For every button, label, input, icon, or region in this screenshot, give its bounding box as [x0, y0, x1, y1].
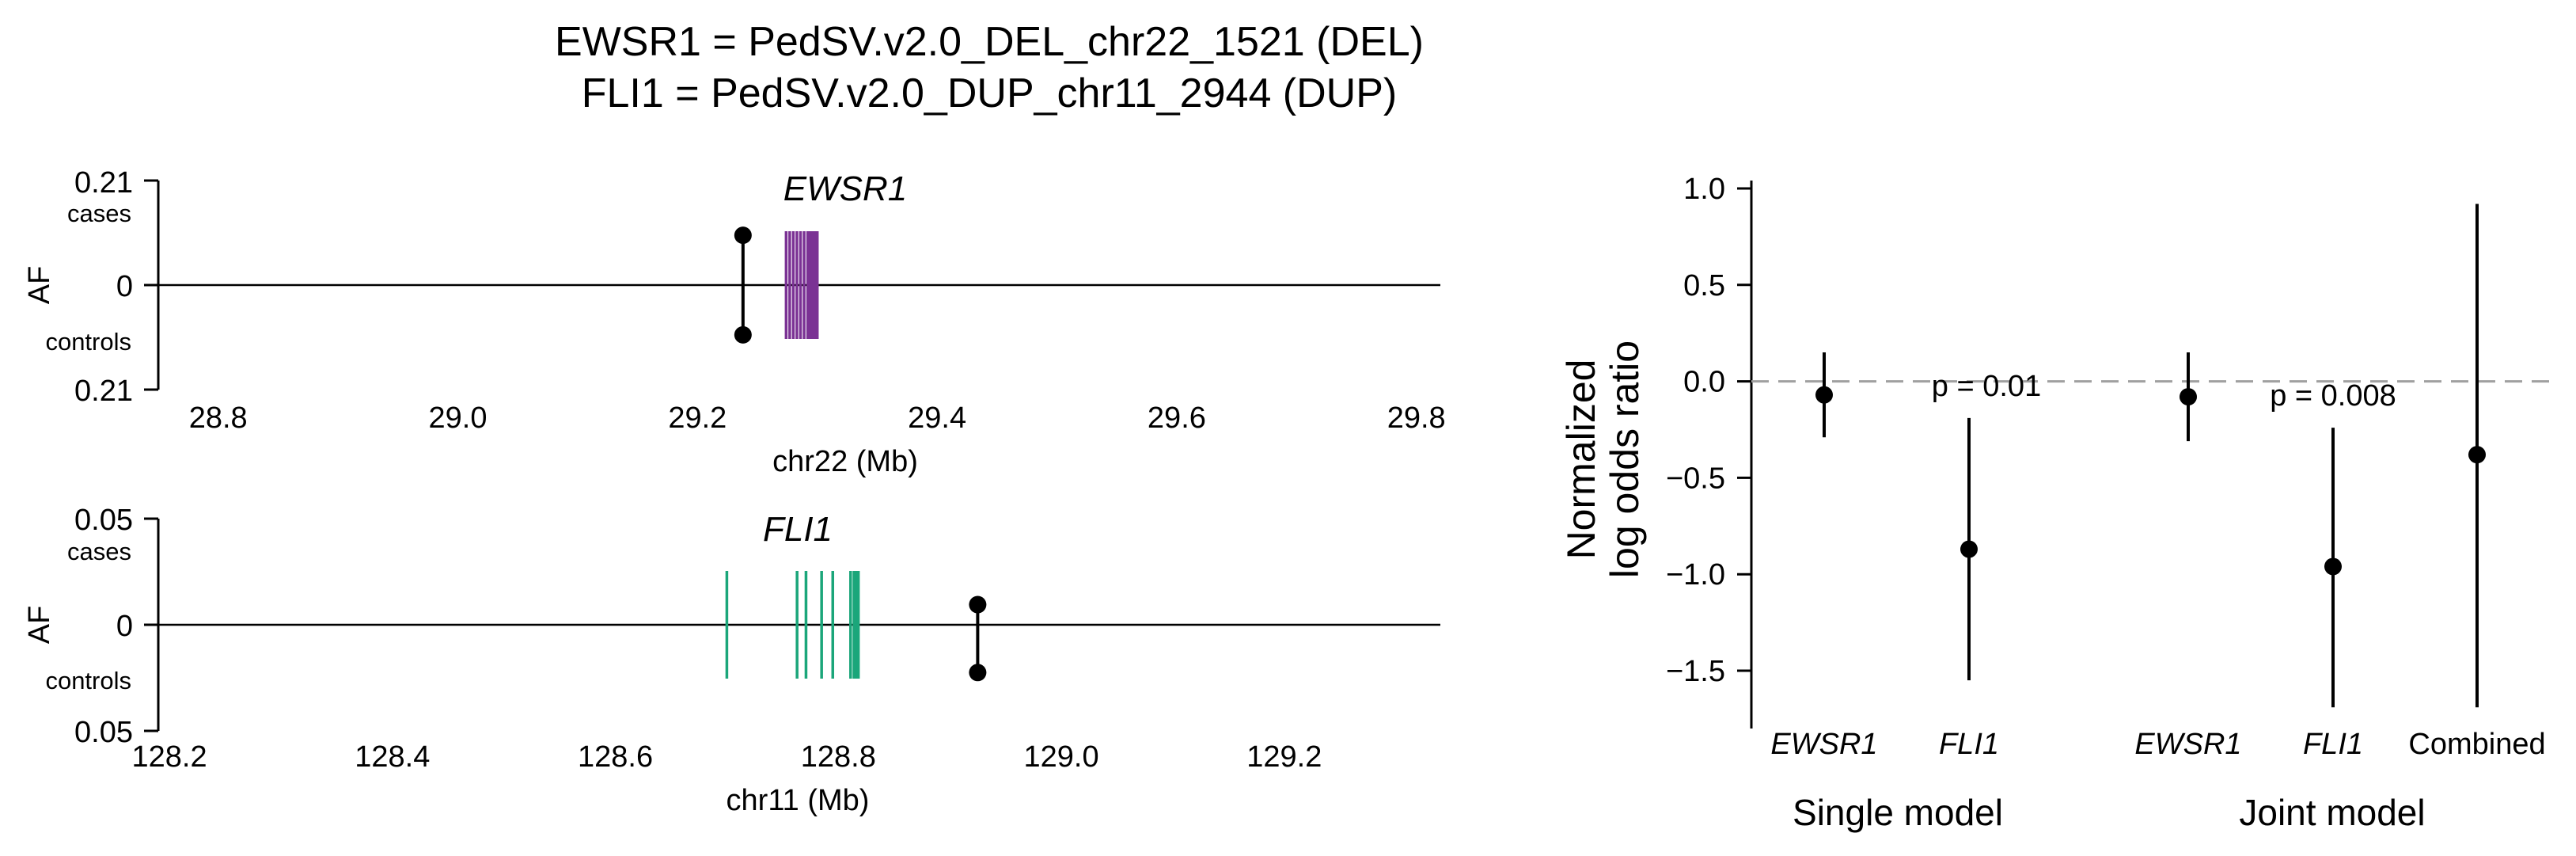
fli1-case-af-point — [969, 595, 987, 614]
fli1-y-axis-label: AF — [23, 606, 56, 645]
ewsr1-x-ticks: 28.8 29.0 29.2 29.4 29.6 29.8 — [189, 401, 1446, 435]
fli1-control-af-point — [969, 664, 987, 682]
fli1-sv-marker — [969, 595, 987, 682]
ewsr1-x-tick-1: 29.0 — [429, 401, 488, 435]
fli1-y-bottom-label: 0.05 — [74, 716, 133, 749]
ewsr1-y-top-label: 0.21 — [74, 166, 133, 200]
single-model-pvalue: p = 0.01 — [1932, 370, 2041, 403]
ewsr1-x-tick-2: 29.2 — [668, 401, 727, 435]
joint-model-pvalue: p = 0.008 — [2270, 379, 2396, 413]
odds-ratio-panel: 1.0 0.5 0.0 −0.5 −1.0 −1.5 Normalized log odd… — [1559, 173, 2552, 833]
joint-ewsr1-x-label: EWSR1 — [2134, 728, 2241, 761]
ewsr1-x-tick-0: 28.8 — [189, 401, 248, 435]
fli1-x-tick-1: 128.4 — [355, 740, 430, 774]
ewsr1-x-axis-label: chr22 (Mb) — [772, 445, 918, 478]
ewsr1-y-bottom-label: 0.21 — [74, 375, 133, 408]
or-y-tick-0: 1.0 — [1683, 173, 1725, 206]
joint-model-group-label: Joint model — [2239, 792, 2425, 833]
ewsr1-cases-label: cases — [67, 200, 131, 227]
or-points — [1815, 204, 2486, 708]
ewsr1-gene-label: EWSR1 — [783, 169, 907, 208]
single-fli1-point — [1960, 540, 1978, 558]
joint-fli1-point — [2324, 557, 2342, 576]
ewsr1-x-tick-5: 29.8 — [1387, 401, 1446, 435]
ewsr1-x-tick-4: 29.6 — [1148, 401, 1206, 435]
fli1-x-tick-4: 129.0 — [1023, 740, 1098, 774]
or-y-tick-1: 0.5 — [1683, 269, 1725, 302]
or-y-tick-3: −0.5 — [1666, 462, 1725, 495]
ewsr1-x-tick-3: 29.4 — [908, 401, 966, 435]
fli1-x-tick-5: 129.2 — [1246, 740, 1322, 774]
or-y-axis-label-line-1: Normalized — [1559, 360, 1603, 560]
fli1-y-mid-label: 0 — [116, 610, 133, 643]
fli1-controls-label: controls — [45, 667, 131, 694]
fli1-x-ticks: 128.2 128.4 128.6 128.8 129.0 129.2 — [132, 740, 1322, 774]
ewsr1-locus-panel: 0.21 cases 0 controls 0.21 AF EWSR1 chr2… — [23, 166, 1446, 478]
or-y-tick-5: −1.5 — [1666, 655, 1725, 688]
figure-title-line-1: EWSR1 = PedSV.v2.0_DEL_chr22_1521 (DEL) — [555, 19, 1424, 65]
fli1-cases-label: cases — [67, 538, 131, 565]
fli1-x-axis-label: chr11 (Mb) — [727, 784, 870, 817]
joint-ewsr1-point — [2180, 388, 2197, 406]
fli1-x-tick-3: 128.8 — [801, 740, 876, 774]
fli1-exons — [725, 571, 860, 679]
or-x-labels: EWSR1 FLI1 EWSR1 FLI1 Combined — [1770, 728, 2545, 761]
joint-combined-x-label: Combined — [2408, 728, 2545, 761]
fli1-locus-panel: 0.05 cases 0 controls 0.05 AF FLI1 chr11… — [23, 504, 1440, 817]
ewsr1-sv-marker — [734, 226, 752, 344]
figure-title-line-2: FLI1 = PedSV.v2.0_DUP_chr11_2944 (DUP) — [582, 70, 1397, 116]
ewsr1-exons — [784, 231, 819, 339]
fli1-y-top-label: 0.05 — [74, 504, 133, 537]
single-fli1-x-label: FLI1 — [1939, 728, 1999, 761]
ewsr1-control-af-point — [734, 325, 752, 344]
single-model-group-label: Single model — [1793, 792, 2003, 833]
ewsr1-controls-label: controls — [45, 328, 131, 356]
ewsr1-case-af-point — [734, 226, 752, 245]
or-y-ticks: 1.0 0.5 0.0 −0.5 −1.0 −1.5 — [1666, 173, 1751, 688]
joint-fli1-x-label: FLI1 — [2303, 728, 2363, 761]
fli1-gene-label: FLI1 — [763, 510, 833, 549]
single-ewsr1-point — [1815, 386, 1833, 404]
or-y-tick-4: −1.0 — [1666, 558, 1725, 592]
or-y-axis-label-line-2: log odds ratio — [1603, 340, 1647, 578]
fli1-x-tick-0: 128.2 — [132, 740, 207, 774]
joint-combined-point — [2468, 446, 2486, 464]
fli1-x-tick-2: 128.6 — [578, 740, 653, 774]
ewsr1-y-axis-label: AF — [23, 266, 56, 305]
or-y-tick-2: 0.0 — [1683, 366, 1725, 399]
single-ewsr1-x-label: EWSR1 — [1770, 728, 1877, 761]
ewsr1-y-mid-label: 0 — [116, 270, 133, 303]
